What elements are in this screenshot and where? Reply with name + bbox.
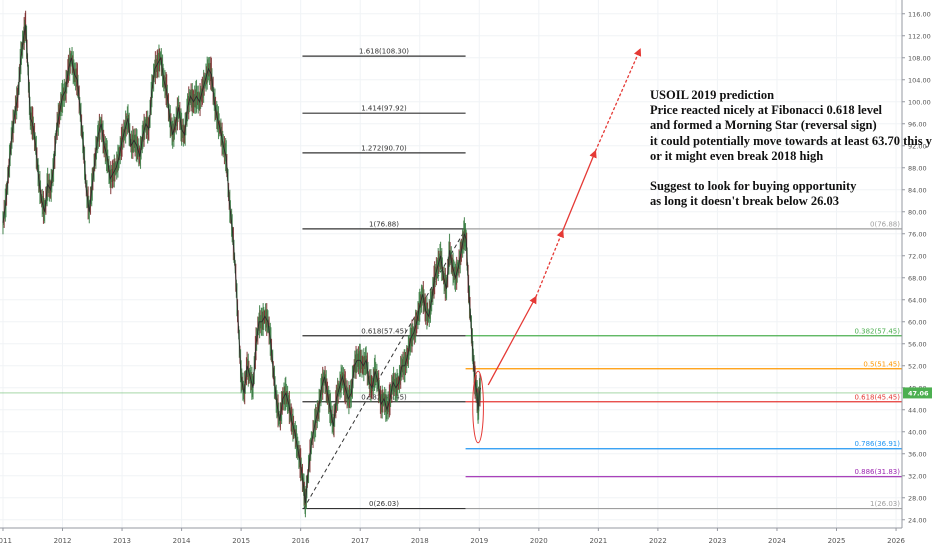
projection-arrow (594, 48, 642, 152)
fib-level-label: 0.618(57.45) (361, 327, 407, 335)
fib-level-label: 1(76.88) (369, 220, 399, 228)
price-tick-label: 52.00 (908, 362, 927, 370)
price-tick-label: 68.00 (908, 274, 927, 282)
price-tick-label: 24.00 (908, 516, 927, 524)
price-tick-label: 40.00 (908, 428, 927, 436)
fib-level-label: 0.5(51.45) (863, 360, 900, 368)
price-tick-label: 56.00 (908, 340, 927, 348)
projection-arrow (562, 149, 597, 232)
price-tick-label: 88.00 (908, 164, 927, 172)
price-line (2, 24, 481, 504)
note-line-4: it could potentially move towards at lea… (650, 133, 932, 148)
time-tick-label: 2011 (0, 537, 12, 545)
time-tick-label: 2017 (351, 537, 369, 545)
time-tick-label: 2025 (828, 537, 846, 545)
time-tick-label: 2019 (470, 537, 488, 545)
note-line-1: USOIL 2019 prediction (650, 88, 775, 102)
price-tick-label: 84.00 (908, 186, 927, 194)
note-line-5: or it might even break 2018 high (650, 148, 824, 163)
price-tick-label: 32.00 (908, 472, 927, 480)
price-tick-label: 96.00 (908, 120, 927, 128)
price-tick-label: 36.00 (908, 450, 927, 458)
time-tick-label: 2016 (292, 537, 310, 545)
time-tick-label: 2013 (113, 537, 131, 545)
projection-group (472, 48, 642, 444)
note-line-2: Price reacted nicely at Fibonacci 0.618 … (650, 103, 882, 118)
price-axis: 24.0028.0032.0036.0040.0044.0048.0052.00… (901, 0, 932, 528)
prediction-note: USOIL 2019 prediction Price reacted nice… (650, 88, 932, 209)
time-tick-label: 2021 (589, 537, 607, 545)
note-line-8: as long it doesn't break below 26.03 (650, 194, 840, 209)
price-tick-label: 112.00 (908, 32, 931, 40)
time-tick-label: 2015 (232, 537, 250, 545)
fib-level-label: 0.886(31.83) (854, 468, 900, 476)
fibonacci-levels: 1.618(108.30) 1.414(97.92) 1.272(90.70) 1(7… (0, 48, 902, 510)
projection-arrow (487, 295, 537, 386)
time-tick-label: 2018 (411, 537, 429, 545)
price-series (2, 10, 481, 518)
price-tick-label: 76.00 (908, 230, 927, 238)
time-tick-label: 2023 (709, 537, 727, 545)
fib-level-label: 1(26.03) (870, 500, 900, 508)
price-tick-label: 80.00 (908, 208, 927, 216)
fib-level-label: 0(26.03) (369, 500, 399, 508)
time-tick-label: 2026 (887, 537, 905, 545)
note-line-3: and formed a Morning Star (reversal sign… (650, 118, 877, 133)
price-tick-label: 60.00 (908, 318, 927, 326)
fib-level-label: 0(76.88) (870, 220, 900, 228)
price-tick-label: 72.00 (908, 252, 927, 260)
price-tick-label: 108.00 (908, 54, 931, 62)
price-tick-label: 92.00 (908, 142, 927, 150)
fib-level-label: 1.272(90.70) (361, 144, 407, 152)
price-tick-label: 116.00 (908, 10, 931, 18)
fib-level-label: 0.382(57.45) (854, 327, 900, 335)
price-tick-label: 100.00 (908, 98, 931, 106)
fib-level-label: 1.414(97.92) (361, 105, 407, 113)
price-tick-label: 104.00 (908, 76, 931, 84)
time-tick-label: 2020 (530, 537, 548, 545)
fib-level-label: 1.618(108.30) (359, 48, 409, 56)
time-tick-label: 2024 (768, 537, 786, 545)
current-price-label: 47.06 (908, 389, 929, 397)
price-tick-label: 28.00 (908, 494, 927, 502)
note-line-7: Suggest to look for buying opportunity (650, 179, 857, 194)
current-price-badge (903, 387, 932, 399)
highlight-ellipse (472, 370, 484, 444)
price-tick-label: 64.00 (908, 296, 927, 304)
note-spacer (650, 164, 920, 179)
time-tick-label: 2022 (649, 537, 667, 545)
time-tick-label: 2014 (173, 537, 191, 545)
fib-level-label: 0.786(36.91) (854, 440, 900, 448)
projection-arrow (535, 229, 564, 298)
time-tick-label: 2012 (54, 537, 72, 545)
fib-level-label: 0.618(45.45) (854, 393, 900, 401)
time-axis: 2011 2012 2013 2014 2015 2016 2017 2018 2019 2020… (0, 527, 905, 545)
price-tick-label: 44.00 (908, 406, 927, 414)
